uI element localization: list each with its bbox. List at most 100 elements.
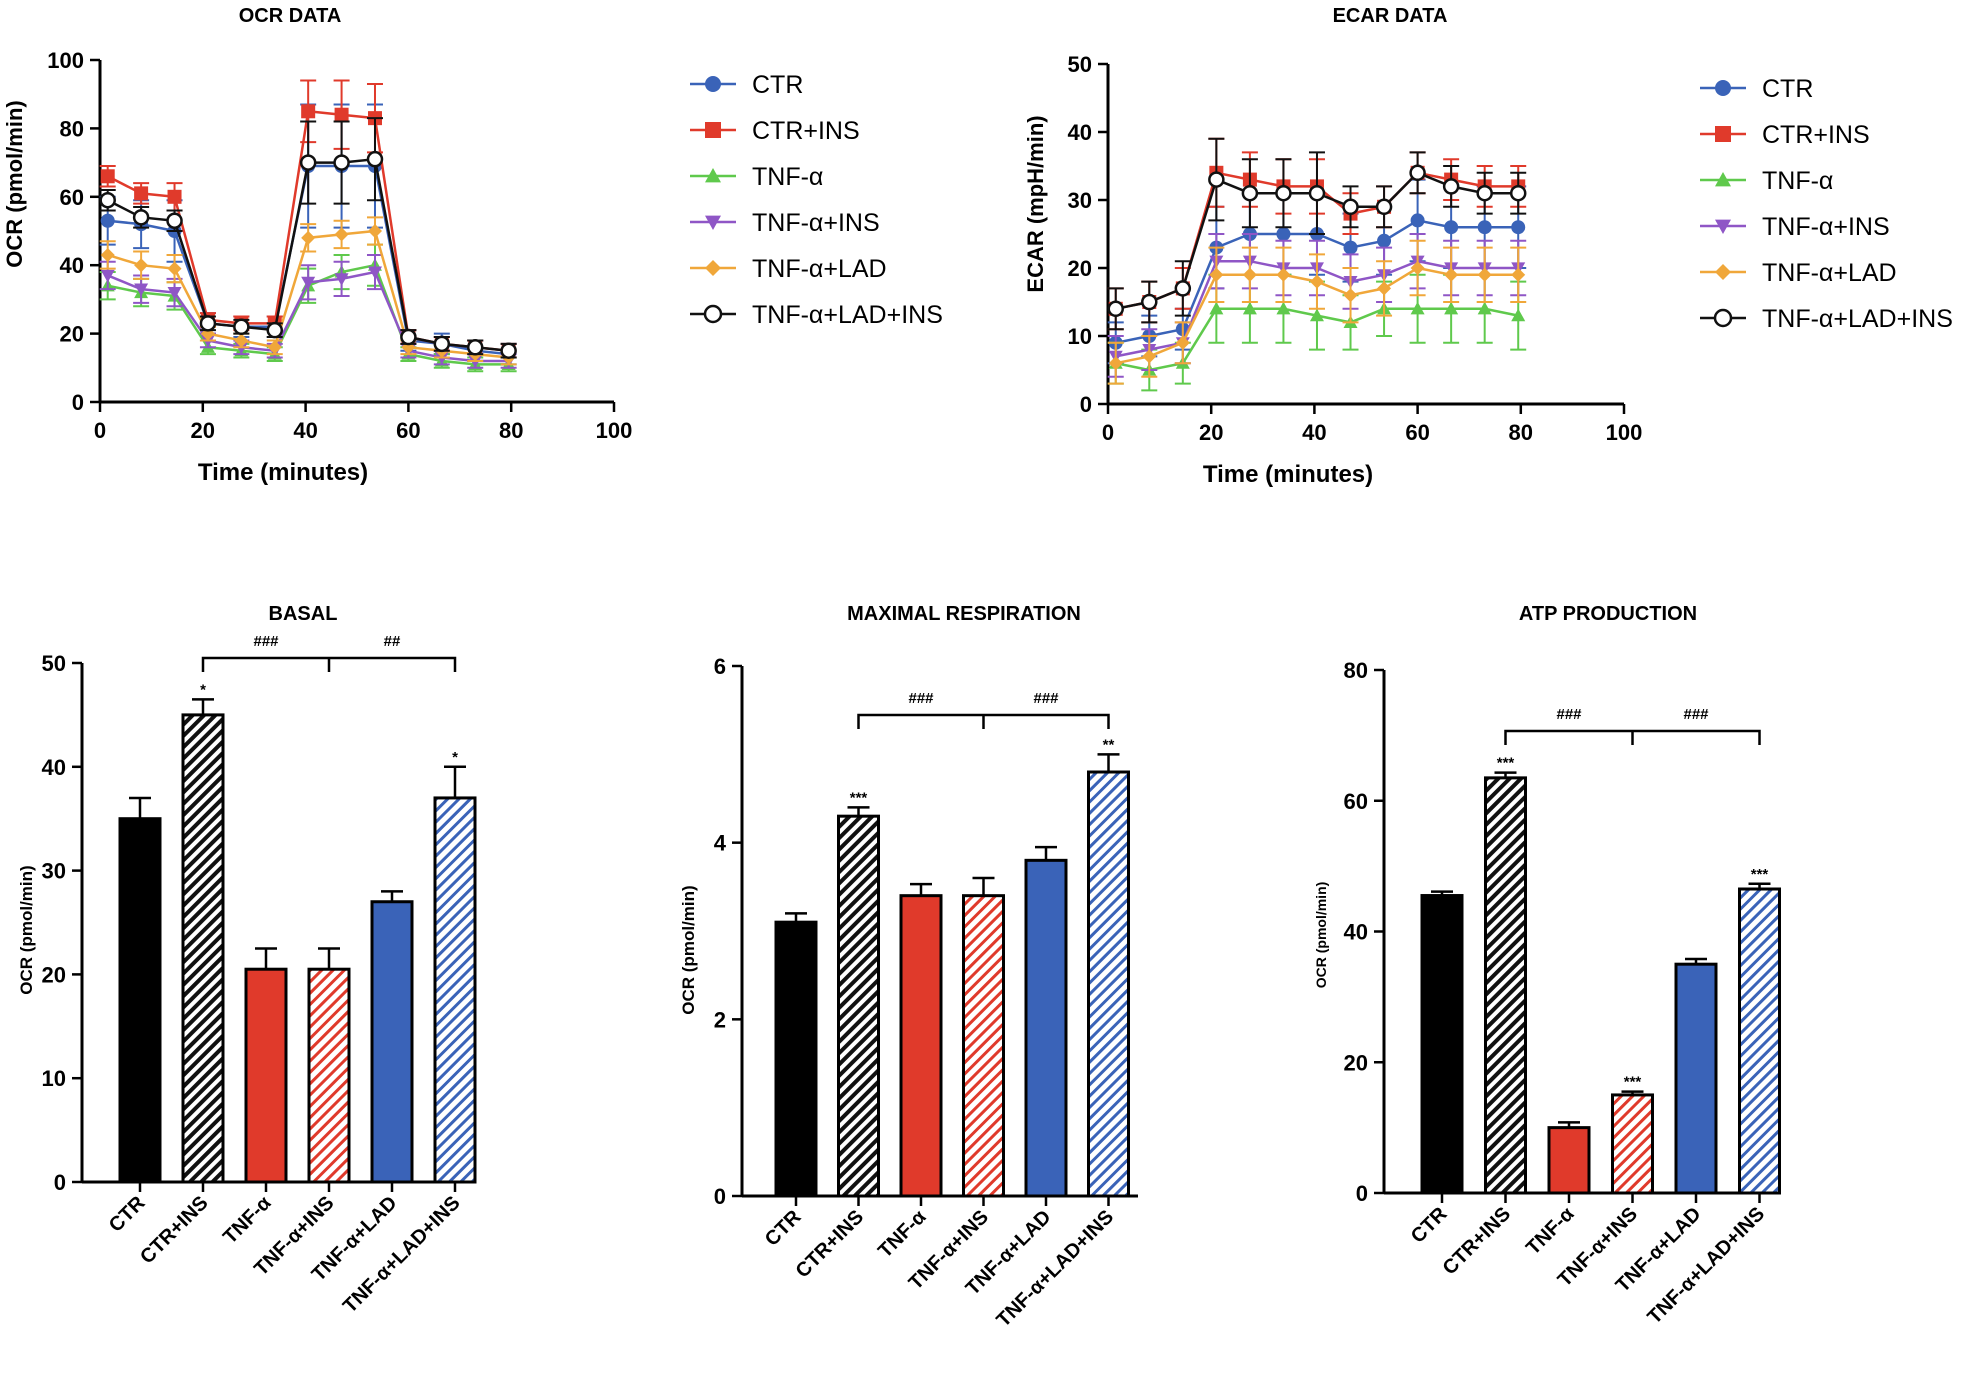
y-tick-label: 0 [54,1170,66,1195]
data-point [1477,267,1492,282]
x-tick-label: TNF-α [219,1191,276,1248]
data-point [1242,301,1257,315]
data-point [367,266,382,280]
bracket-label: ## [384,633,401,650]
data-point [1444,220,1459,235]
x-axis-label: Time (minutes) [1203,461,1373,488]
data-point [1511,220,1526,235]
series-tnf-lad-ins [99,117,517,359]
bracket-label: ### [1683,706,1709,723]
bracket-label: ### [1033,690,1059,707]
significance-label: ** [1103,736,1115,753]
data-point [1410,213,1425,228]
data-point [1713,308,1733,328]
x-tick-label: TNF-α+LAD+INS [1643,1203,1769,1329]
data-point [1509,184,1527,202]
legend-label: TNF-α+LAD [1762,259,1897,287]
data-point [334,273,349,286]
data-point [1308,184,1326,202]
chart-title: ECAR DATA [1333,5,1448,27]
bar [1674,962,1718,1195]
comparison-bracket [857,713,1110,729]
x-tick-label: CTR [105,1192,150,1237]
comparison-bracket [1504,729,1761,745]
data-point [705,260,721,276]
x-axis-label: Time (minutes) [198,459,368,486]
data-point [299,154,317,171]
y-tick-label: 0 [714,1184,726,1209]
data-point [100,213,115,228]
chart-title: OCR DATA [239,5,342,27]
x-tick-label: 60 [396,418,420,443]
data-point [1209,267,1224,282]
data-point [705,122,721,138]
data-point [1309,308,1324,322]
legend-item: TNF-α+LAD+INS [1700,305,1953,333]
data-point [99,191,116,209]
chart-title: ATP PRODUCTION [1519,603,1697,625]
y-tick-label: 20 [42,962,66,987]
legend-label: CTR+INS [752,117,860,145]
data-point [1442,178,1460,195]
data-point [433,335,451,353]
y-tick-label: 80 [1344,658,1368,683]
data-point [1241,184,1259,202]
y-tick-label: 10 [1068,324,1092,349]
legend-label: CTR+INS [1762,121,1870,149]
legend-item: TNF-α+INS [690,209,880,237]
data-point [199,315,217,332]
data-point [166,212,183,229]
x-tick-label: 20 [191,418,215,443]
significance-label: *** [1624,1074,1642,1091]
legend-item: TNF-α [690,163,823,191]
data-point [1209,301,1224,315]
y-tick-label: 60 [60,185,84,210]
legend-item: TNF-α [1700,167,1833,195]
data-point [333,154,350,171]
y-tick-label: 4 [714,831,727,856]
significance-label: *** [850,789,868,806]
data-point [301,276,316,290]
x-tick-label: TNF-α+LAD+INS [992,1206,1118,1332]
legend-item: TNF-α+LAD [690,255,887,283]
data-point [1276,267,1291,282]
y-tick-label: 40 [42,755,66,780]
data-point [1174,280,1192,297]
basal-bar-chart: BASAL OCR (pmol/min) 0 10 20 30 40 50 CTRCTR+I… [17,603,477,1318]
data-point [100,247,115,262]
x-tick-label: TNF-α [874,1205,931,1262]
bar [774,920,818,1198]
legend-item: TNF-α+INS [1700,213,1890,241]
x-tick-label: 40 [1302,420,1326,445]
y-tick-label: 40 [1068,120,1092,145]
data-point [1410,301,1425,315]
y-tick-label: 20 [60,322,84,347]
legend-label: CTR [1762,75,1813,103]
legend-item: TNF-α+LAD [1700,259,1897,287]
maximal-respiration-bar-chart: MAXIMAL RESPIRATION OCR (pmol/min) 0 2 4 6 C… [679,603,1138,1332]
data-point [1715,80,1731,96]
chart-title: BASAL [269,603,338,625]
data-point [234,333,249,348]
legend-label: TNF-α [1762,167,1833,195]
y-axis-label: OCR (pmol/min) [679,885,698,1014]
data-point [500,342,517,359]
data-point [1375,198,1393,216]
data-point [1715,264,1731,280]
data-point [1309,274,1324,289]
x-tick-label: 60 [1405,420,1429,445]
bar [118,817,162,1184]
bracket-label: ### [253,633,279,650]
bar [244,967,288,1184]
x-tick-label: CTR [761,1206,806,1251]
data-point [1715,219,1731,234]
data-point [366,150,384,168]
bar [1484,776,1527,1195]
x-tick-label: CTR [1407,1203,1452,1248]
data-point [705,168,721,183]
x-tick-label: 80 [1509,420,1533,445]
x-tick-label: CTR+INS [1439,1203,1515,1279]
bar [1611,1093,1654,1195]
x-tick-label: 20 [1199,420,1223,445]
